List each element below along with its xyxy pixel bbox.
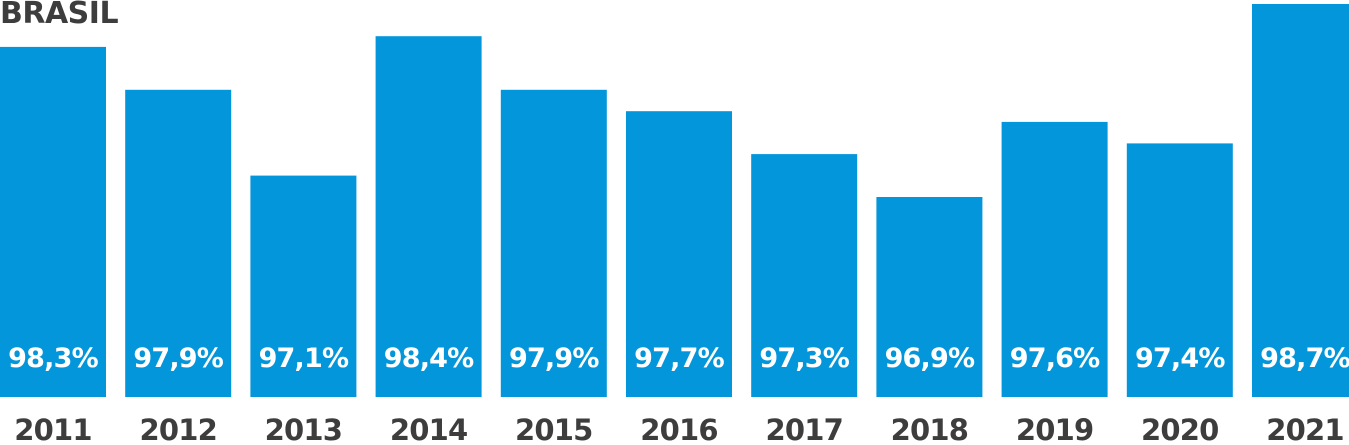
bar-2019 [1001, 121, 1108, 398]
value-label-2018: 96,9% [885, 343, 975, 374]
x-tick-label-2011: 2011 [14, 413, 92, 445]
bar-2016 [626, 111, 732, 397]
value-label-2017: 97,3% [759, 343, 849, 374]
value-label-2016: 97,7% [634, 343, 724, 374]
chart-title: BRASIL [0, 0, 119, 31]
x-tick-label-2015: 2015 [515, 413, 593, 445]
value-label-2020: 97,4% [1135, 343, 1225, 374]
value-label-2013: 97,1% [259, 343, 349, 374]
bar-2011 [0, 46, 106, 398]
bar-2017 [751, 154, 858, 397]
value-label-2011: 98,3% [8, 343, 98, 374]
value-label-2012: 97,9% [133, 343, 223, 374]
x-tick-label-2021: 2021 [1266, 413, 1344, 445]
bar-2015 [500, 89, 607, 398]
value-label-2021: 98,7% [1260, 343, 1349, 374]
value-label-2019: 97,6% [1010, 343, 1100, 374]
x-tick-label-2013: 2013 [265, 413, 343, 445]
x-tick-label-2014: 2014 [390, 413, 468, 445]
bar-2018 [876, 197, 983, 397]
x-tick-label-2018: 2018 [891, 413, 969, 445]
x-tick-label-2020: 2020 [1141, 413, 1219, 445]
bar-2021 [1252, 4, 1349, 397]
x-tick-label-2012: 2012 [139, 413, 217, 445]
x-tick-label-2017: 2017 [765, 413, 843, 445]
bar-2014 [375, 36, 482, 397]
bar-2013 [250, 175, 357, 397]
value-label-2014: 98,4% [384, 343, 474, 374]
x-tick-label-2016: 2016 [640, 413, 718, 445]
bar-2020 [1126, 143, 1233, 397]
bar-2012 [125, 89, 232, 398]
x-tick-label-2019: 2019 [1016, 413, 1094, 445]
value-label-2015: 97,9% [509, 343, 599, 374]
